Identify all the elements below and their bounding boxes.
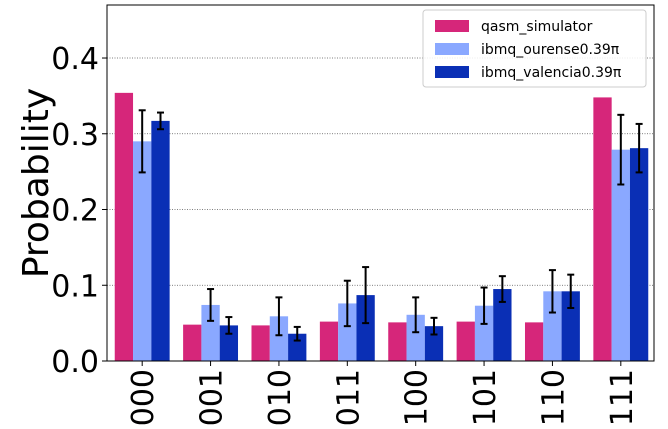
legend-label: ibmq_valencia0.39π xyxy=(481,65,622,81)
legend-swatch xyxy=(435,20,469,32)
x-tick-label: 001 xyxy=(195,369,230,426)
bar-010-1 xyxy=(251,325,270,361)
bar-001-3 xyxy=(219,325,239,361)
bar-011-2 xyxy=(338,303,357,361)
bar-100-2 xyxy=(406,314,425,361)
legend-swatch xyxy=(435,66,469,78)
bar-100-1 xyxy=(388,322,407,361)
bar-011-3 xyxy=(356,295,375,361)
plot-frame xyxy=(106,4,655,362)
x-tick-label: 100 xyxy=(400,369,435,426)
bar-110-1 xyxy=(524,322,544,361)
x-tick-label: 010 xyxy=(263,369,298,426)
x-tick-label: 000 xyxy=(126,369,161,426)
x-tick-label: 110 xyxy=(536,369,571,426)
bar-100-3 xyxy=(424,326,444,361)
bar-000-1 xyxy=(114,92,134,361)
bar-101-3 xyxy=(493,289,512,361)
bar-001-1 xyxy=(183,324,202,361)
legend-swatch xyxy=(435,43,469,55)
grid-lines xyxy=(107,57,654,286)
bar-000-3 xyxy=(151,120,170,361)
bar-101-1 xyxy=(456,321,475,361)
legend-label: qasm_simulator xyxy=(481,19,593,35)
bar-110-3 xyxy=(561,291,580,361)
bar-111-1 xyxy=(593,97,612,361)
bar-111-2 xyxy=(611,149,630,361)
legend-label: ibmq_ourense0.39π xyxy=(481,42,620,58)
x-tick-label: 111 xyxy=(605,369,640,426)
bar-110-2 xyxy=(543,291,562,361)
bar-010-3 xyxy=(288,333,307,361)
y-tick-label: 0.3 xyxy=(51,118,99,153)
legend: qasm_simulator ibmq_ourense0.39π ibmq_vale… xyxy=(422,9,647,88)
y-ticks: 0.0 0.1 0.2 0.3 0.4 xyxy=(51,42,107,380)
bar-101-2 xyxy=(474,305,494,361)
bar-000-2 xyxy=(133,141,152,361)
bar-111-3 xyxy=(629,148,649,361)
y-tick-label: 0.0 xyxy=(51,345,99,380)
error-bars xyxy=(138,109,643,342)
bars xyxy=(114,92,649,361)
y-tick-label: 0.2 xyxy=(51,194,99,229)
bar-001-2 xyxy=(201,304,220,361)
x-tick-label: 011 xyxy=(331,369,366,426)
x-tick-label: 101 xyxy=(468,369,503,426)
legend-box xyxy=(422,9,647,88)
y-axis-label: Probability xyxy=(16,88,57,278)
y-tick-label: 0.1 xyxy=(51,269,99,304)
x-ticks: 000 001 010 011 100 101 110 111 xyxy=(126,361,640,426)
y-tick-label: 0.4 xyxy=(51,42,99,77)
bar-010-2 xyxy=(269,316,289,361)
bar-011-1 xyxy=(319,321,339,361)
